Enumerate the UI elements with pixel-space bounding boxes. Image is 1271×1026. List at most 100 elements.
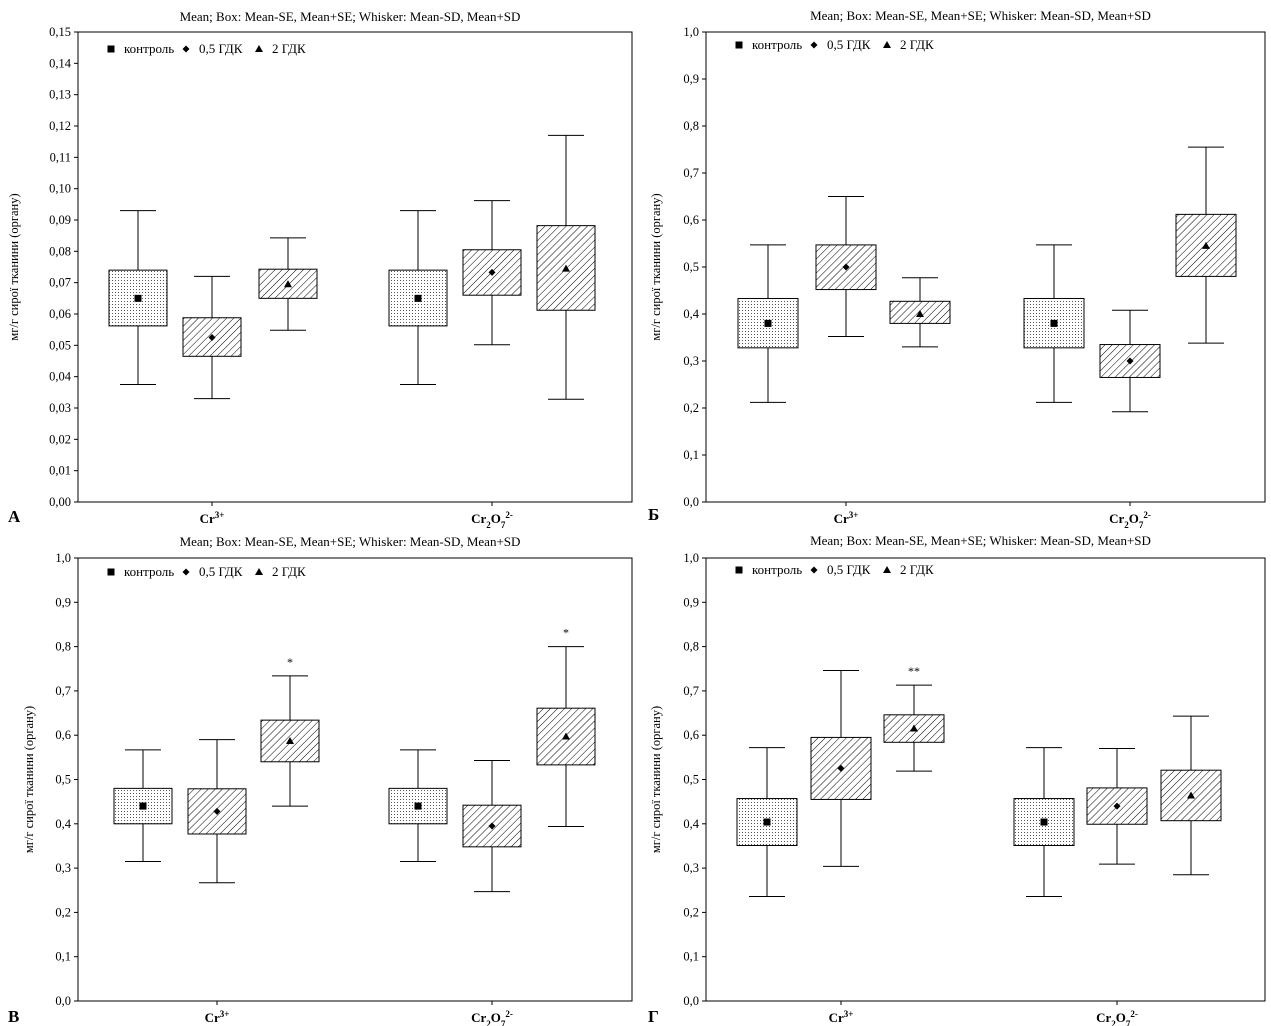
- legend-label: контроль: [752, 562, 802, 577]
- mean-marker: [837, 764, 845, 772]
- y-tick-label: 1,0: [683, 25, 699, 39]
- y-tick-label: 0,07: [49, 276, 71, 290]
- mean-marker: [139, 802, 147, 810]
- y-tick-label: 0,1: [55, 950, 71, 964]
- category-label: Cr3+: [200, 510, 225, 526]
- box-triangle-cat1: [258, 237, 318, 331]
- panel-letter: В: [8, 1007, 19, 1026]
- y-tick-label: 0,15: [49, 25, 71, 39]
- legend-label: 2 ГДК: [900, 562, 934, 577]
- legend-label: 0,5 ГДК: [199, 564, 243, 579]
- y-tick-label: 0,4: [683, 307, 699, 321]
- y-tick-label: 0,8: [683, 119, 699, 133]
- y-tick-label: 1,0: [55, 551, 71, 565]
- mean-marker: [286, 736, 294, 744]
- significance-mark: *: [287, 655, 293, 669]
- chart-title: Mean; Box: Mean-SE, Mean+SE; Whisker: Me…: [180, 9, 521, 24]
- panel-letter: Б: [648, 505, 659, 524]
- y-axis-label: мг/г сирої тканини (органу): [649, 193, 663, 340]
- box-diamond-cat1: [182, 275, 242, 400]
- y-axis-label: мг/г сирої тканини (органу): [22, 706, 36, 853]
- legend-marker: [107, 45, 115, 53]
- y-tick-label: 0,0: [683, 994, 699, 1008]
- box-triangle-cat2: [536, 134, 596, 400]
- y-tick-label: 0,14: [49, 56, 72, 70]
- y-tick-label: 0,8: [55, 640, 71, 654]
- box-square-cat1: [737, 244, 799, 403]
- mean-marker: [842, 263, 850, 271]
- box-triangle-cat2: [536, 646, 596, 827]
- legend-label: 2 ГДК: [272, 564, 306, 579]
- category-label: Cr2O72-: [1109, 510, 1151, 530]
- mean-marker: [488, 268, 496, 276]
- significance-mark: **: [908, 664, 920, 678]
- mean-marker: [916, 310, 924, 317]
- y-tick-label: 0,2: [55, 905, 71, 919]
- y-tick-label: 0,13: [49, 88, 71, 102]
- box-square-cat1: [108, 210, 168, 385]
- legend-marker: [883, 41, 891, 48]
- box-diamond-cat2: [462, 759, 522, 893]
- mean-marker: [208, 334, 216, 341]
- significance-mark: *: [563, 626, 569, 640]
- box-triangle-cat1: [889, 277, 951, 348]
- category-label: Cr2O72-: [1096, 1009, 1138, 1026]
- y-tick-label: 0,0: [55, 994, 71, 1008]
- legend: контроль 0,5 ГДК 2 ГДК: [735, 562, 934, 577]
- legend-label: контроль: [124, 564, 174, 579]
- box-diamond-cat1: [187, 739, 247, 884]
- legend-label: 2 ГДК: [272, 41, 306, 56]
- chart-panel-4: Mean; Box: Mean-SE, Mean+SE; Whisker: Me…: [648, 533, 1266, 1026]
- legend-marker: [883, 566, 891, 573]
- y-tick-label: 0,08: [49, 244, 71, 258]
- box-rect: [388, 787, 448, 825]
- mean-marker: [910, 724, 918, 732]
- category-label: Cr2O72-: [471, 1009, 513, 1026]
- mean-marker: [284, 280, 292, 288]
- y-tick-label: 0,4: [55, 817, 71, 831]
- y-tick-label: 0,3: [683, 861, 699, 875]
- box-triangle-cat2: [1160, 715, 1222, 876]
- chart-panel-1: Mean; Box: Mean-SE, Mean+SE; Whisker: Me…: [7, 9, 633, 530]
- legend-label: 0,5 ГДК: [827, 37, 871, 52]
- box-square-cat1: [736, 747, 798, 897]
- y-tick-label: 0,8: [683, 640, 699, 654]
- legend-marker: [735, 41, 743, 49]
- legend: контроль 0,5 ГДК 2 ГДК: [735, 37, 934, 52]
- y-tick-label: 0,04: [49, 370, 72, 384]
- y-tick-label: 0,0: [683, 495, 699, 509]
- y-tick-label: 0,3: [683, 354, 699, 368]
- category-label: Cr3+: [834, 510, 859, 526]
- y-tick-label: 0,5: [55, 773, 71, 787]
- legend-label: контроль: [124, 41, 174, 56]
- box-square-cat2: [1023, 244, 1085, 403]
- box-square-cat2: [388, 749, 448, 862]
- legend-label: 0,5 ГДК: [827, 562, 871, 577]
- y-tick-label: 0,03: [49, 401, 71, 415]
- chart-panel-2: Mean; Box: Mean-SE, Mean+SE; Whisker: Me…: [648, 8, 1266, 530]
- chart-title: Mean; Box: Mean-SE, Mean+SE; Whisker: Me…: [810, 8, 1151, 23]
- box-triangle-cat1: [260, 675, 320, 807]
- mean-marker: [213, 807, 221, 815]
- legend-marker: [255, 45, 263, 52]
- mean-marker: [1113, 802, 1121, 810]
- y-tick-label: 0,7: [683, 684, 699, 698]
- legend-marker: [735, 566, 743, 574]
- legend-label: контроль: [752, 37, 802, 52]
- legend-marker: [107, 568, 115, 576]
- y-tick-label: 0,2: [683, 401, 699, 415]
- box-rect: [108, 269, 168, 327]
- mean-marker: [763, 818, 771, 826]
- plot-frame: [77, 557, 633, 1002]
- mean-marker: [1202, 241, 1210, 249]
- chart-title: Mean; Box: Mean-SE, Mean+SE; Whisker: Me…: [180, 534, 521, 549]
- category-label: Cr2O72-: [471, 510, 513, 530]
- y-tick-label: 0,05: [49, 338, 71, 352]
- y-tick-label: 0,6: [683, 728, 699, 742]
- mean-marker: [488, 822, 496, 830]
- box-rect: [260, 719, 320, 763]
- mean-marker: [1040, 818, 1048, 826]
- y-tick-label: 0,12: [49, 119, 71, 133]
- mean-marker: [1126, 357, 1134, 365]
